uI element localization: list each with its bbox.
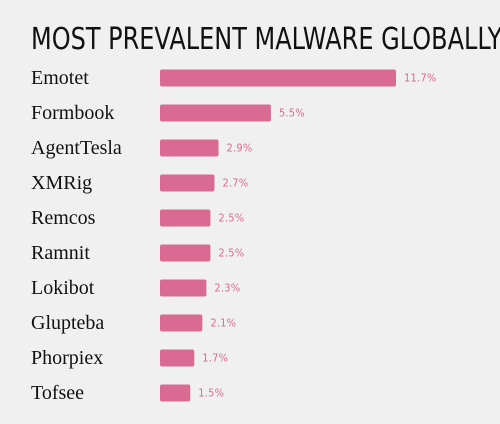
value-label: 11.7% bbox=[404, 72, 436, 85]
category-label: Formbook bbox=[31, 102, 114, 124]
value-label: 2.7% bbox=[222, 177, 248, 190]
value-label: 2.5% bbox=[218, 212, 244, 225]
value-label: 2.3% bbox=[214, 282, 240, 295]
category-label: Remcos bbox=[31, 207, 96, 229]
category-label: XMRig bbox=[31, 172, 92, 194]
bar bbox=[160, 384, 191, 402]
bar bbox=[160, 349, 195, 367]
category-label: Glupteba bbox=[31, 312, 104, 334]
value-label: 2.5% bbox=[218, 247, 244, 260]
chart-title: MOST PREVALENT MALWARE GLOBALLY bbox=[31, 22, 500, 57]
bar bbox=[160, 139, 219, 157]
bar bbox=[160, 279, 207, 297]
value-label: 2.9% bbox=[226, 142, 252, 155]
bar bbox=[160, 104, 271, 122]
value-label: 2.1% bbox=[210, 317, 236, 330]
bar bbox=[160, 244, 211, 262]
bar bbox=[160, 209, 211, 227]
category-label: Emotet bbox=[31, 67, 89, 89]
category-label: Lokibot bbox=[31, 277, 95, 299]
value-label: 1.5% bbox=[198, 387, 224, 400]
bar bbox=[160, 174, 215, 192]
category-label: Ramnit bbox=[31, 242, 90, 264]
bar bbox=[160, 69, 396, 87]
bar bbox=[160, 314, 203, 332]
category-label: Phorpiex bbox=[31, 347, 103, 369]
value-label: 1.7% bbox=[202, 352, 228, 365]
value-label: 5.5% bbox=[279, 107, 305, 120]
category-label: AgentTesla bbox=[31, 137, 122, 159]
category-label: Tofsee bbox=[31, 382, 84, 404]
